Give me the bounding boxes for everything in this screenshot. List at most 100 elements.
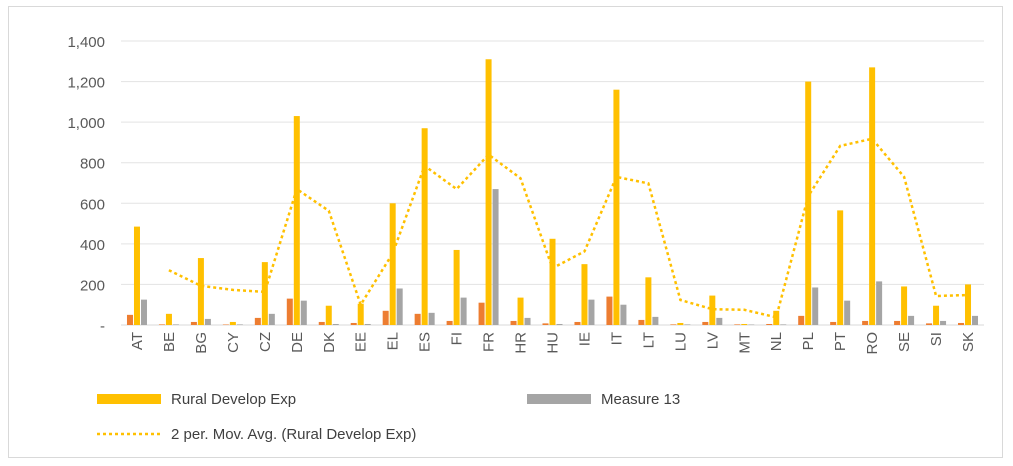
bar-rural-develop-exp [421,128,428,325]
bar-measure-13 [652,316,659,325]
bar-measure-13 [684,324,691,325]
bar-measure-13 [620,304,627,325]
x-tick-label: SI [928,332,945,346]
bar-rural-develop-exp [965,284,972,325]
bar-minor [350,322,357,325]
chart-svg: - 200 400 600 800 1,000 1,200 1,400 AT BE BG CY CZ D… [67,34,984,443]
y-tick-label: - [100,318,105,335]
x-tick-label: RO [864,332,881,355]
bar-rural-develop-exp [357,303,364,325]
bar-minor [446,320,453,325]
bar-rural-develop-exp [517,297,524,325]
bar-minor [926,323,933,325]
bar-minor [222,324,229,325]
bar-measure-13 [588,299,595,325]
bars [126,59,979,325]
bar-minor [766,323,773,325]
x-tick-label: FI [449,332,466,345]
x-tick-label: LU [672,332,689,351]
bar-rural-develop-exp [837,210,844,325]
bar-rural-develop-exp [773,310,780,325]
bar-measure-13 [364,323,371,325]
x-tick-label: EL [385,332,402,350]
x-tick-label: HR [513,332,530,354]
bar-minor [798,315,805,325]
bar-rural-develop-exp [293,116,300,325]
x-tick-label: ES [417,332,434,352]
bar-minor [254,317,261,325]
bar-measure-13 [396,288,403,325]
bar-minor [318,321,325,325]
bar-measure-13 [716,317,723,325]
x-tick-label: SK [960,332,977,352]
chart-frame: - 200 400 600 800 1,000 1,200 1,400 AT BE BG CY CZ D… [8,6,1003,458]
bar-minor [638,319,645,325]
bar-minor [510,320,517,325]
bar-measure-13 [908,315,915,325]
bar-minor [702,321,709,325]
bar-rural-develop-exp [549,238,556,325]
legend: Rural Develop Exp Measure 13 2 per. Mov.… [97,391,680,443]
bar-rural-develop-exp [485,59,492,325]
bar-rural-develop-exp [901,286,908,325]
x-tick-label: BE [161,332,178,352]
bar-rural-develop-exp [709,295,716,325]
bar-minor [286,298,293,325]
x-tick-label: HU [545,332,562,354]
legend-label-measure: Measure 13 [601,391,680,408]
bar-measure-13 [204,318,211,325]
bar-minor [830,321,837,325]
bar-minor [958,322,965,325]
bar-rural-develop-exp [613,89,620,325]
x-axis-ticks: AT BE BG CY CZ DE DK EE EL ES FI FR HR HU IE IT LT LU LV MT… [129,332,977,355]
bar-minor [574,321,581,325]
bar-minor [670,324,677,325]
bar-rural-develop-exp [133,226,140,325]
x-tick-label: FR [481,332,498,352]
bar-minor [734,324,741,325]
bar-minor [478,302,485,325]
x-tick-label: EE [353,332,370,352]
bar-measure-13 [428,312,435,325]
bar-measure-13 [524,317,531,325]
bar-minor [158,324,165,325]
bar-measure-13 [812,287,819,325]
y-tick-label: 400 [80,237,105,254]
bar-minor [894,320,901,325]
bar-minor [382,310,389,325]
bar-rural-develop-exp [261,262,268,325]
x-tick-label: CY [225,332,242,353]
x-tick-label: CZ [257,332,274,352]
bar-minor [190,321,197,325]
bar-rural-develop-exp [581,264,588,325]
x-tick-label: BG [193,332,210,354]
bar-measure-13 [876,281,883,325]
bar-measure-13 [556,323,563,325]
bar-measure-13 [844,300,851,325]
bar-minor [126,314,133,325]
y-tick-label: 1,400 [67,34,105,51]
y-tick-label: 1,000 [67,115,105,132]
bar-measure-13 [300,300,307,325]
bar-rural-develop-exp [165,313,172,325]
bar-rural-develop-exp [933,305,940,325]
bar-minor [862,320,869,325]
x-tick-label: DK [321,332,338,353]
x-tick-label: AT [129,332,146,350]
legend-label-movavg: 2 per. Mov. Avg. (Rural Develop Exp) [171,426,416,443]
bar-measure-13 [172,324,179,325]
legend-label-rural: Rural Develop Exp [171,391,296,408]
bar-minor [542,323,549,325]
bar-minor [414,313,421,325]
x-tick-label: DE [289,332,306,353]
bar-rural-develop-exp [677,322,684,325]
bar-measure-13 [748,324,755,325]
bar-minor [606,296,613,325]
bar-measure-13 [460,297,467,325]
bar-rural-develop-exp [325,305,332,325]
bar-measure-13 [940,320,947,325]
x-tick-label: NL [768,332,785,351]
legend-swatch-measure [527,394,591,404]
bar-rural-develop-exp [869,67,876,325]
x-tick-label: LV [704,332,721,349]
